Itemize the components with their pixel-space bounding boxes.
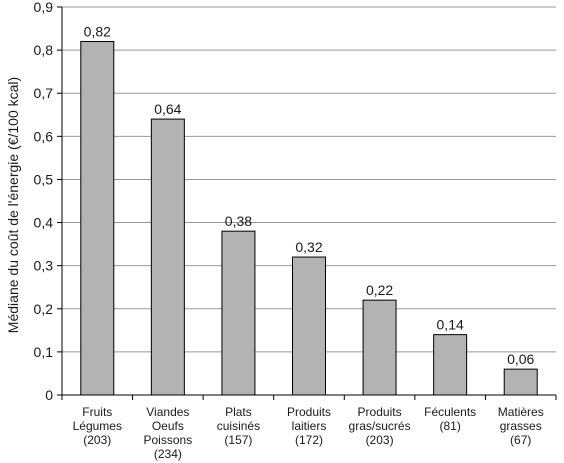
bar bbox=[221, 230, 256, 396]
axes bbox=[61, 7, 557, 400]
data-label: 0,38 bbox=[225, 213, 252, 229]
bars bbox=[80, 40, 538, 396]
bar bbox=[292, 256, 326, 396]
category-label: Viandes Oeufs Poissons (234) bbox=[144, 405, 193, 461]
data-label: 0,14 bbox=[437, 317, 464, 333]
category-label: Féculents (81) bbox=[424, 405, 476, 433]
bar bbox=[80, 40, 115, 396]
bar bbox=[433, 334, 468, 396]
category-label: Matières grasses (67) bbox=[498, 405, 544, 447]
data-label: 0,32 bbox=[295, 239, 322, 255]
data-label: 0,06 bbox=[507, 351, 534, 367]
y-tick-label: 0,4 bbox=[34, 215, 54, 231]
data-label: 0,22 bbox=[366, 282, 393, 298]
y-tick-label: 0,3 bbox=[34, 258, 54, 274]
gridlines bbox=[62, 6, 556, 353]
bar bbox=[362, 299, 397, 396]
y-axis-title: Médiane du coût de l'énergie (€/100 kcal… bbox=[5, 77, 21, 333]
y-tick-label: 0,7 bbox=[34, 85, 54, 101]
category-labels: Fruits Légumes (203) Viandes Oeufs Poissons (2… bbox=[73, 405, 544, 461]
y-tick-labels: 0 0,1 0,2 0,3 0,4 0,5 0,6 0,7 0,8 0,9 bbox=[34, 0, 62, 403]
category-label: Plats cuisinés (157) bbox=[217, 405, 260, 447]
y-tick-label: 0,5 bbox=[34, 171, 54, 187]
data-label: 0,82 bbox=[84, 23, 111, 39]
y-tick-label: 0 bbox=[45, 387, 53, 403]
data-label: 0,64 bbox=[154, 101, 181, 117]
bar bbox=[503, 368, 538, 396]
y-tick-label: 0,8 bbox=[34, 42, 54, 58]
y-tick-label: 0,1 bbox=[34, 344, 54, 360]
category-label: Produits gras/sucrés (203) bbox=[349, 405, 411, 447]
category-label: Fruits Légumes (203) bbox=[73, 405, 122, 447]
data-labels: 0,82 0,64 0,38 0,32 0,22 0,14 0,06 bbox=[84, 23, 535, 367]
bar bbox=[150, 118, 185, 396]
category-label: Produits laitiers (172) bbox=[287, 405, 331, 447]
y-tick-label: 0,6 bbox=[34, 128, 54, 144]
y-tick-label: 0,2 bbox=[34, 301, 54, 317]
y-tick-label: 0,9 bbox=[34, 0, 54, 15]
